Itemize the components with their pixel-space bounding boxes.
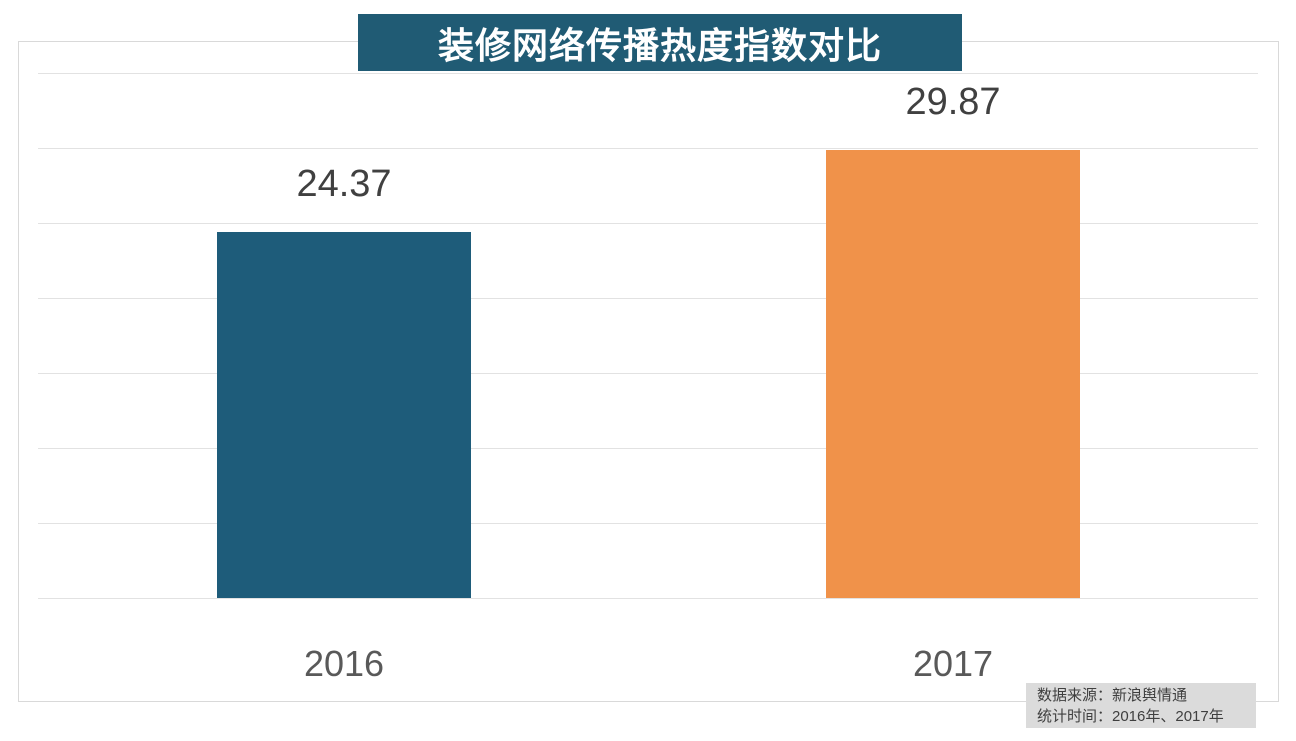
value-label-2017: 29.87 — [905, 81, 1001, 123]
gridline — [38, 73, 1258, 74]
bar-group-2016: 24.37 — [217, 73, 471, 598]
gridline — [38, 148, 1258, 149]
value-label-2016: 24.37 — [296, 163, 392, 205]
bar-group-2017: 29.87 — [826, 73, 1080, 598]
x-axis-label-2016: 2016 — [303, 643, 385, 684]
data-source-text: 数据来源：新浪舆情通 — [1037, 687, 1188, 704]
chart-title: 装修网络传播热度指数对比 — [437, 24, 882, 66]
gridline — [38, 448, 1258, 449]
chart-title-banner: 装修网络传播热度指数对比 — [358, 14, 962, 71]
gridline — [38, 598, 1258, 599]
stat-time-text: 统计时间：2016年、2017年 — [1037, 708, 1224, 725]
bar-2016 — [217, 232, 471, 598]
gridline — [38, 523, 1258, 524]
data-source-box: 数据来源：新浪舆情通 统计时间：2016年、2017年 — [1026, 683, 1256, 728]
x-axis-label-2017: 2017 — [912, 643, 994, 684]
gridline — [38, 373, 1258, 374]
gridline — [38, 223, 1258, 224]
bar-2017 — [826, 150, 1080, 598]
gridline — [38, 298, 1258, 299]
plot-area: 24.37 29.87 2016 2017 — [38, 73, 1258, 684]
